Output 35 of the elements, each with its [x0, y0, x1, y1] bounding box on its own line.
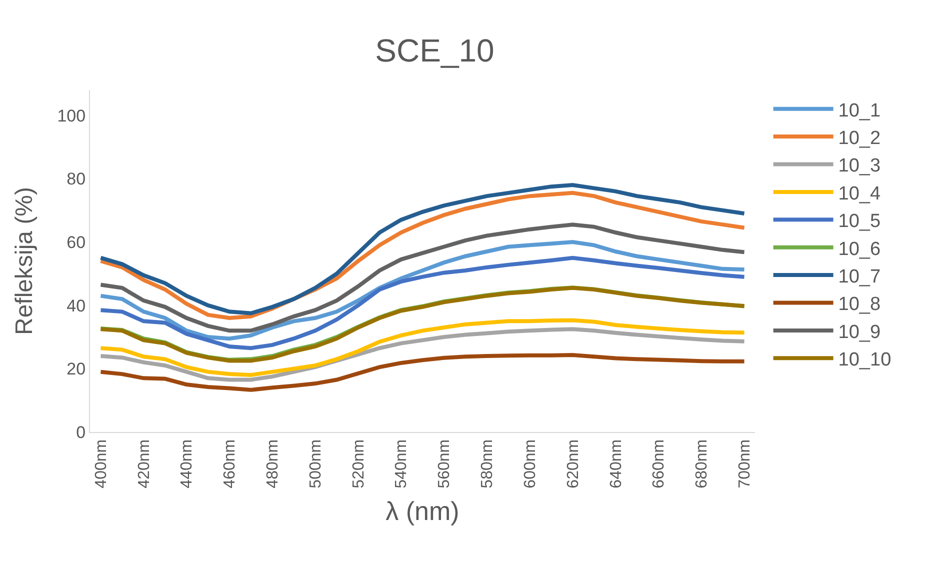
- legend-label: 10_6: [838, 238, 881, 260]
- legend-label: 10_9: [838, 322, 881, 343]
- x-tick-label: 480nm: [264, 439, 282, 488]
- y-axis-title: Refleksija (%): [11, 186, 38, 336]
- x-tick-label: 660nm: [650, 439, 668, 488]
- x-tick-label: 540nm: [393, 439, 410, 488]
- y-tick-label: 40: [66, 296, 86, 316]
- x-tick-label: 420nm: [136, 439, 153, 488]
- x-tick-label: 560nm: [436, 439, 454, 488]
- x-tick-label: 520nm: [350, 439, 368, 488]
- y-tick-label: 0: [76, 422, 86, 442]
- x-tick-label: 640nm: [608, 439, 625, 488]
- legend-label: 10_3: [838, 156, 881, 177]
- x-tick-label: 440nm: [178, 439, 196, 488]
- legend-label: 10_10: [838, 350, 892, 371]
- x-axis-title: λ (nm): [386, 496, 460, 526]
- y-tick-label: 20: [66, 360, 86, 379]
- legend-label: 10_7: [838, 266, 881, 288]
- x-tick-label: 580nm: [479, 439, 496, 488]
- chart-title: SCE_10: [375, 32, 494, 69]
- legend-label: 10_4: [838, 183, 881, 204]
- legend-label: 10_2: [838, 128, 881, 149]
- y-tick-label: 100: [57, 106, 86, 126]
- x-tick-label: 700nm: [736, 439, 754, 488]
- x-tick-label: 460nm: [222, 439, 239, 488]
- x-tick-label: 500nm: [307, 439, 324, 488]
- x-tick-label: 400nm: [92, 439, 110, 488]
- x-tick-label: 600nm: [522, 439, 539, 488]
- y-tick-label: 60: [66, 232, 86, 252]
- legend-label: 10_5: [838, 211, 881, 232]
- y-tick-label: 80: [66, 170, 86, 189]
- x-tick-label: 680nm: [694, 439, 711, 488]
- x-tick-label: 620nm: [564, 439, 582, 488]
- legend-label: 10_8: [838, 294, 881, 316]
- legend-label: 10_1: [838, 100, 881, 122]
